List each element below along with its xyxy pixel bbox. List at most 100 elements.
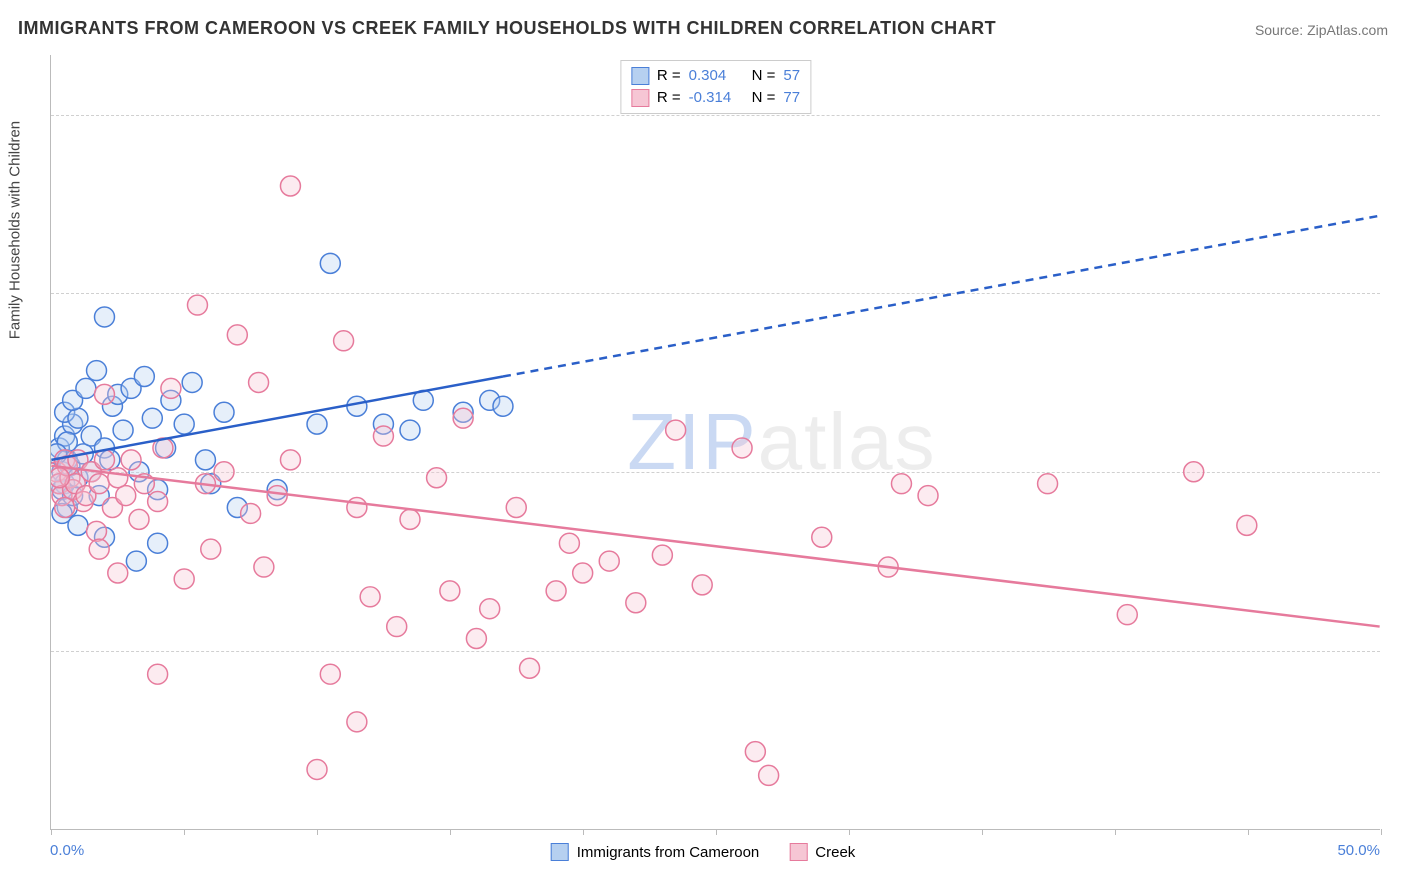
scatter-point-cameroon: [95, 307, 115, 327]
scatter-point-creek: [280, 176, 300, 196]
x-tick: [583, 829, 584, 835]
x-tick: [51, 829, 52, 835]
x-tick: [317, 829, 318, 835]
scatter-point-creek: [129, 509, 149, 529]
scatter-point-creek: [666, 420, 686, 440]
r-label: R =: [657, 87, 681, 109]
x-tick: [1115, 829, 1116, 835]
scatter-point-creek: [55, 498, 75, 518]
trend-line-extend-cameroon: [503, 216, 1380, 377]
scatter-point-creek: [453, 408, 473, 428]
legend-item: Creek: [789, 843, 855, 861]
scatter-point-cameroon: [148, 533, 168, 553]
scatter-point-creek: [320, 664, 340, 684]
scatter-point-creek: [241, 503, 261, 523]
y-axis-title: Family Households with Children: [7, 121, 24, 339]
scatter-point-creek: [440, 581, 460, 601]
x-tick: [716, 829, 717, 835]
scatter-point-creek: [334, 331, 354, 351]
n-value: 77: [783, 87, 800, 109]
legend-swatch: [631, 89, 649, 107]
r-value: 0.304: [689, 65, 744, 87]
legend-correlation-row: R = -0.314 N = 77: [631, 87, 800, 109]
legend-correlation-row: R = 0.304 N = 57: [631, 65, 800, 87]
scatter-point-creek: [466, 628, 486, 648]
scatter-point-creek: [89, 539, 109, 559]
scatter-point-creek: [360, 587, 380, 607]
scatter-point-creek: [187, 295, 207, 315]
scatter-point-creek: [559, 533, 579, 553]
scatter-point-creek: [1038, 474, 1058, 494]
r-value: -0.314: [689, 87, 744, 109]
scatter-point-creek: [347, 712, 367, 732]
x-tick: [849, 829, 850, 835]
scatter-point-cameroon: [320, 253, 340, 273]
scatter-point-creek: [918, 486, 938, 506]
scatter-point-cameroon: [142, 408, 162, 428]
scatter-point-creek: [373, 426, 393, 446]
scatter-point-creek: [227, 325, 247, 345]
x-axis-min-label: 0.0%: [50, 842, 84, 859]
scatter-point-cameroon: [214, 402, 234, 422]
scatter-point-cameroon: [195, 450, 215, 470]
chart-area: ZIPatlas R = 0.304 N = 57 R = -0.314 N =…: [50, 55, 1380, 830]
scatter-point-creek: [692, 575, 712, 595]
scatter-point-cameroon: [493, 396, 513, 416]
scatter-point-cameroon: [76, 378, 96, 398]
scatter-point-creek: [116, 486, 136, 506]
x-axis-max-label: 50.0%: [1337, 842, 1380, 859]
scatter-point-cameroon: [68, 515, 88, 535]
scatter-point-creek: [108, 563, 128, 583]
trend-line-creek: [51, 466, 1379, 627]
scatter-point-cameroon: [182, 372, 202, 392]
scatter-point-creek: [148, 664, 168, 684]
scatter-point-creek: [745, 742, 765, 762]
scatter-point-creek: [148, 492, 168, 512]
legend-swatch: [631, 67, 649, 85]
scatter-point-creek: [280, 450, 300, 470]
legend-label: Immigrants from Cameroon: [577, 844, 760, 861]
scatter-point-creek: [254, 557, 274, 577]
scatter-point-creek: [480, 599, 500, 619]
scatter-point-creek: [214, 462, 234, 482]
scatter-point-creek: [307, 759, 327, 779]
scatter-point-creek: [506, 498, 526, 518]
scatter-point-creek: [201, 539, 221, 559]
x-tick: [1381, 829, 1382, 835]
legend-item: Immigrants from Cameroon: [551, 843, 760, 861]
scatter-point-creek: [267, 486, 287, 506]
scatter-point-creek: [89, 474, 109, 494]
scatter-point-creek: [347, 498, 367, 518]
scatter-point-creek: [121, 450, 141, 470]
n-label: N =: [752, 65, 776, 87]
legend-swatch: [789, 843, 807, 861]
scatter-point-creek: [387, 617, 407, 637]
scatter-point-cameroon: [400, 420, 420, 440]
x-tick: [982, 829, 983, 835]
legend-label: Creek: [815, 844, 855, 861]
scatter-point-creek: [87, 521, 107, 541]
scatter-point-creek: [573, 563, 593, 583]
legend-series: Immigrants from Cameroon Creek: [551, 843, 856, 861]
scatter-point-creek: [95, 450, 115, 470]
legend-swatch: [551, 843, 569, 861]
scatter-point-creek: [626, 593, 646, 613]
scatter-point-cameroon: [347, 396, 367, 416]
scatter-point-creek: [599, 551, 619, 571]
scatter-point-creek: [1184, 462, 1204, 482]
scatter-point-creek: [161, 378, 181, 398]
scatter-point-cameroon: [307, 414, 327, 434]
scatter-point-creek: [1117, 605, 1137, 625]
scatter-point-creek: [174, 569, 194, 589]
scatter-point-creek: [108, 468, 128, 488]
scatter-point-cameroon: [134, 367, 154, 387]
chart-source: Source: ZipAtlas.com: [1255, 22, 1388, 38]
r-label: R =: [657, 65, 681, 87]
n-value: 57: [783, 65, 800, 87]
scatter-point-creek: [249, 372, 269, 392]
legend-correlation-box: R = 0.304 N = 57 R = -0.314 N = 77: [620, 60, 811, 114]
scatter-point-creek: [546, 581, 566, 601]
scatter-point-creek: [1237, 515, 1257, 535]
scatter-point-cameroon: [68, 408, 88, 428]
x-tick: [450, 829, 451, 835]
